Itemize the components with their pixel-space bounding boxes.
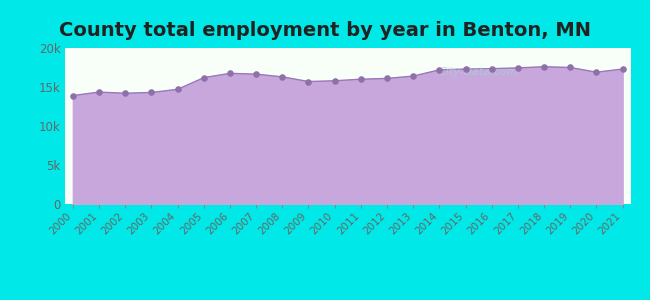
Point [277,74,287,79]
Point [68,93,78,98]
Point [565,65,575,70]
Point [382,76,392,81]
Point [539,64,549,69]
Text: City-Data.com: City-Data.com [438,67,517,77]
Text: County total employment by year in Benton, MN: County total employment by year in Bento… [59,21,591,40]
Point [330,78,340,83]
Point [304,79,314,84]
Point [356,77,366,82]
Point [94,90,104,94]
Point [592,70,602,75]
Point [408,74,419,79]
Point [225,71,235,76]
Point [146,90,157,95]
Point [487,66,497,71]
Point [513,65,523,70]
Point [460,67,471,71]
Point [251,72,261,76]
Point [120,91,131,96]
Point [434,68,445,72]
Point [198,75,209,80]
Point [618,67,628,71]
Point [172,87,183,92]
